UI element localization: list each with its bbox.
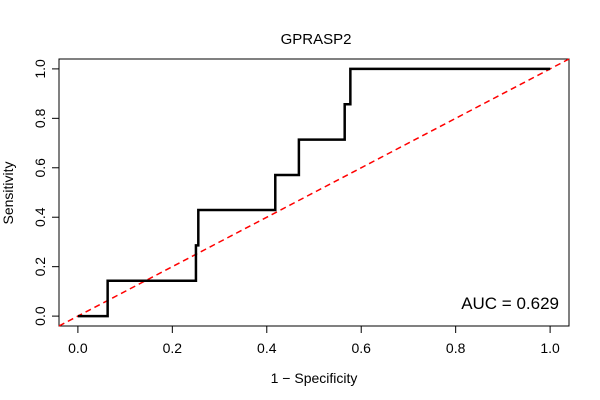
y-tick-label: 1.0 xyxy=(32,59,48,79)
y-tick-label: 0.8 xyxy=(32,108,48,128)
chart-title: GPRASP2 xyxy=(281,31,352,48)
x-tick-label: 0.2 xyxy=(163,340,183,356)
roc-curve-line xyxy=(77,67,551,318)
reference-diagonal-line xyxy=(58,58,570,327)
x-axis: 0.0 0.2 0.4 0.6 0.8 1.0 xyxy=(68,326,560,356)
x-axis-label: 1 − Specificity xyxy=(271,370,358,386)
x-tick-label: 0.0 xyxy=(68,340,88,356)
series-layer xyxy=(58,58,570,327)
y-axis: 0.0 0.2 0.4 0.6 0.8 1.0 xyxy=(32,59,59,326)
y-tick-label: 0.6 xyxy=(32,158,48,178)
y-tick-label: 0.0 xyxy=(32,306,48,326)
x-tick-label: 0.8 xyxy=(446,340,466,356)
x-tick-label: 0.4 xyxy=(257,340,277,356)
auc-annotation: AUC = 0.629 xyxy=(461,294,559,313)
plot-frame xyxy=(58,58,570,327)
y-tick-label: 0.4 xyxy=(32,207,48,227)
x-tick-label: 0.6 xyxy=(351,340,371,356)
y-tick-label: 0.2 xyxy=(32,257,48,277)
y-axis-label: Sensitivity xyxy=(0,161,16,224)
x-tick-label: 1.0 xyxy=(540,340,560,356)
